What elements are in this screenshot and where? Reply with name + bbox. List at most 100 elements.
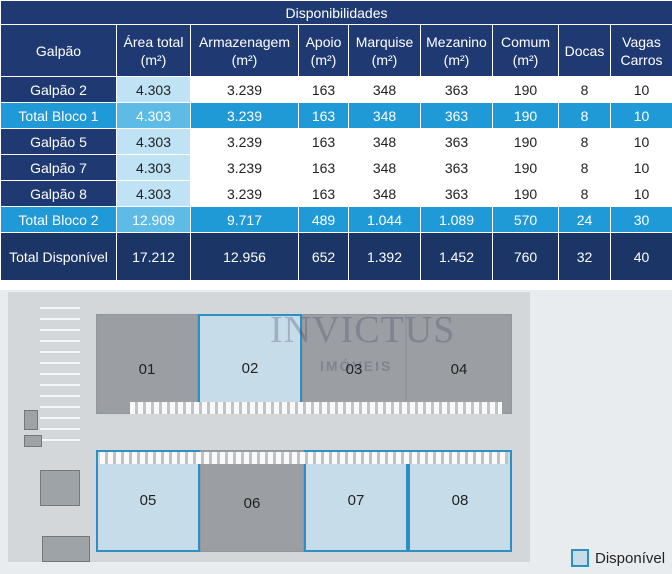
auxiliary-building xyxy=(42,536,90,562)
cell-apoio: 163 xyxy=(298,102,349,129)
table-row: Total Disponível 17.212 12.956 652 1.392… xyxy=(0,232,672,281)
cell-comum: 760 xyxy=(492,232,559,281)
table-title: Disponibilidades xyxy=(0,0,672,25)
cell-vagas: 10 xyxy=(609,154,672,181)
cell-docas: 8 xyxy=(558,76,611,103)
cell-armazenagem: 3.239 xyxy=(190,102,299,129)
row-label: Total Bloco 2 xyxy=(0,206,117,233)
cell-armazenagem: 9.717 xyxy=(190,206,299,233)
cell-comum: 190 xyxy=(492,102,559,129)
table-row: Total Bloco 2 12.909 9.717 489 1.044 1.0… xyxy=(0,206,672,233)
cell-docas: 8 xyxy=(558,102,611,129)
table-row: Total Bloco 1 4.303 3.239 163 348 363 19… xyxy=(0,102,672,129)
cell-comum: 190 xyxy=(492,76,559,103)
watermark-sub: IMÓVEIS xyxy=(320,358,393,374)
cell-armazenagem: 3.239 xyxy=(190,180,299,207)
row-label: Galpão 8 xyxy=(0,180,117,207)
cell-marquise: 1.392 xyxy=(348,232,421,281)
cell-comum: 190 xyxy=(492,128,559,155)
row-label: Galpão 7 xyxy=(0,154,117,181)
parking-lot xyxy=(40,298,80,448)
legend-swatch xyxy=(571,549,589,567)
unit-06[interactable]: 06 xyxy=(200,450,304,552)
legend-label: Disponível xyxy=(595,549,666,567)
legend: Disponível xyxy=(571,549,665,567)
cell-marquise: 348 xyxy=(348,128,421,155)
row-label: Total Disponível xyxy=(0,232,117,281)
cell-vagas: 10 xyxy=(609,102,672,129)
header-mezanino: Mezanino (m²) xyxy=(420,24,493,77)
cell-mezanino: 1.452 xyxy=(420,232,493,281)
table-row: Galpão 8 4.303 3.239 163 348 363 190 8 1… xyxy=(0,180,672,207)
cell-docas: 8 xyxy=(558,180,611,207)
cell-vagas: 10 xyxy=(609,76,672,103)
cell-vagas: 30 xyxy=(609,206,672,233)
unit-07[interactable]: 07 xyxy=(304,450,408,552)
cell-docas: 8 xyxy=(558,154,611,181)
cell-mezanino: 363 xyxy=(420,180,493,207)
cell-apoio: 489 xyxy=(298,206,349,233)
cell-docas: 8 xyxy=(558,128,611,155)
cell-marquise: 348 xyxy=(348,154,421,181)
watermark-brand: INVICTUS xyxy=(270,309,456,351)
cell-armazenagem: 3.239 xyxy=(190,128,299,155)
cell-vagas: 10 xyxy=(609,128,672,155)
table-row: Galpão 7 4.303 3.239 163 348 363 190 8 1… xyxy=(0,154,672,181)
cell-apoio: 163 xyxy=(298,128,349,155)
header-apoio: Apoio (m²) xyxy=(298,24,349,77)
cell-apoio: 163 xyxy=(298,154,349,181)
row-label: Total Bloco 1 xyxy=(0,102,117,129)
cell-apoio: 163 xyxy=(298,76,349,103)
cell-mezanino: 1.089 xyxy=(420,206,493,233)
unit-01[interactable]: 01 xyxy=(96,314,198,414)
cell-marquise: 348 xyxy=(348,102,421,129)
unit-05[interactable]: 05 xyxy=(96,450,200,552)
header-vagas-carros: Vagas Carros xyxy=(609,24,672,77)
header-galpao: Galpão xyxy=(0,24,117,77)
guard-house xyxy=(24,410,38,430)
header-docas: Docas xyxy=(558,24,611,77)
cell-marquise: 348 xyxy=(348,76,421,103)
site-plan: 01 02 03 04 05 06 07 08 xyxy=(0,290,672,574)
header-area-total: Área total (m²) xyxy=(116,24,191,77)
header-armazenagem: Armazenagem (m²) xyxy=(190,24,299,77)
cell-armazenagem: 12.956 xyxy=(190,232,299,281)
row-label: Galpão 2 xyxy=(0,76,117,103)
unit-04[interactable]: 04 xyxy=(406,314,512,414)
cell-area-total: 12.909 xyxy=(116,206,191,233)
header-comum: Comum (m²) xyxy=(492,24,559,77)
cell-docas: 32 xyxy=(558,232,611,281)
cell-mezanino: 363 xyxy=(420,128,493,155)
cell-area-total: 4.303 xyxy=(116,76,191,103)
loading-docks-south xyxy=(100,452,508,464)
cell-vagas: 40 xyxy=(609,232,672,281)
row-label: Galpão 5 xyxy=(0,128,117,155)
cell-comum: 190 xyxy=(492,154,559,181)
cell-area-total: 4.303 xyxy=(116,180,191,207)
table-row: Galpão 2 4.303 3.239 163 348 363 190 8 1… xyxy=(0,76,672,103)
unit-08[interactable]: 08 xyxy=(408,450,512,552)
cell-armazenagem: 3.239 xyxy=(190,154,299,181)
cell-mezanino: 363 xyxy=(420,102,493,129)
table-header-row: Galpão Área total (m²) Armazenagem (m²) Ap… xyxy=(0,24,672,77)
table-row: Galpão 5 4.303 3.239 163 348 363 190 8 1… xyxy=(0,128,672,155)
cell-docas: 24 xyxy=(558,206,611,233)
auxiliary-building xyxy=(40,470,80,506)
cell-armazenagem: 3.239 xyxy=(190,76,299,103)
cell-marquise: 1.044 xyxy=(348,206,421,233)
cell-apoio: 163 xyxy=(298,180,349,207)
cell-mezanino: 363 xyxy=(420,154,493,181)
cell-mezanino: 363 xyxy=(420,76,493,103)
cell-area-total: 4.303 xyxy=(116,154,191,181)
cell-area-total: 4.303 xyxy=(116,128,191,155)
cell-area-total: 4.303 xyxy=(116,102,191,129)
cell-apoio: 652 xyxy=(298,232,349,281)
header-marquise: Marquise (m²) xyxy=(348,24,421,77)
cell-comum: 190 xyxy=(492,180,559,207)
cell-marquise: 348 xyxy=(348,180,421,207)
unit-03[interactable]: 03 xyxy=(302,314,406,414)
availability-table: Disponibilidades Galpão Área total (m²) A… xyxy=(0,0,672,281)
cell-area-total: 17.212 xyxy=(116,232,191,281)
loading-docks-north xyxy=(130,402,502,414)
cell-comum: 570 xyxy=(492,206,559,233)
